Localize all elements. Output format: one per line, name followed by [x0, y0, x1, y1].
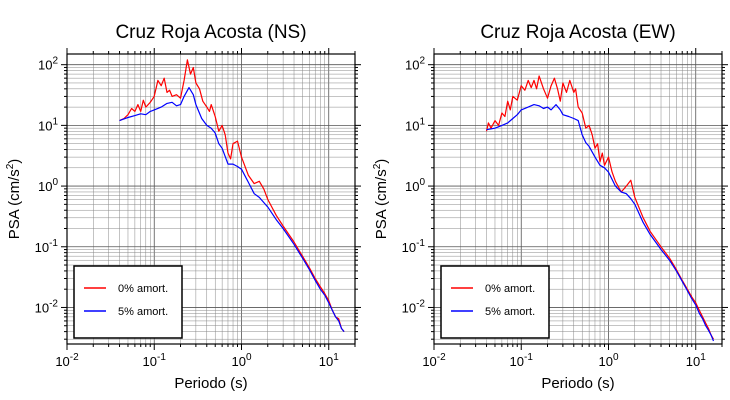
tick-base: 10: [319, 354, 333, 369]
tick-base: 10: [422, 354, 436, 369]
y-axis-label: PSA (cm/s2): [5, 159, 23, 240]
tick-exponent: -2: [416, 298, 425, 309]
y-tick-label: 101: [38, 116, 58, 133]
x-tick-label: 10-1: [510, 352, 534, 369]
chart-title: Cruz Roja Acosta (EW): [480, 22, 675, 43]
y-tick-label: 100: [38, 177, 58, 194]
tick-exponent: 0: [419, 177, 425, 188]
tick-exponent: -2: [437, 352, 446, 363]
tick-base: 10: [38, 179, 52, 194]
series-line-0: [119, 59, 345, 332]
legend: 0% amort. 5% amort.: [73, 265, 183, 339]
chart-title: Cruz Roja Acosta (NS): [115, 22, 306, 43]
y-tick-label: 102: [405, 56, 425, 73]
tick-marks: [428, 48, 728, 350]
tick-exponent: 0: [246, 352, 252, 363]
tick-base: 10: [402, 300, 416, 315]
tick-base: 10: [143, 354, 157, 369]
series-line-1: [119, 87, 345, 332]
x-axis-label: Periodo (s): [541, 375, 614, 392]
x-axis-label: Periodo (s): [174, 375, 247, 392]
y-label-exponent: 2: [372, 163, 383, 169]
y-label-tail: ): [6, 159, 23, 164]
tick-exponent: 1: [333, 352, 339, 363]
y-tick-label: 10-1: [402, 238, 426, 255]
tick-base: 10: [405, 179, 419, 194]
legend-label-0: 0% amort.: [118, 283, 168, 295]
y-axis-label: PSA (cm/s2): [372, 159, 390, 240]
tick-exponent: -2: [70, 352, 79, 363]
x-tick-label: 10-1: [143, 352, 167, 369]
tick-exponent: 1: [700, 352, 706, 363]
tick-base: 10: [686, 354, 700, 369]
tick-base: 10: [510, 354, 524, 369]
series-line-0: [485, 75, 715, 340]
plot-frame: [433, 53, 723, 345]
tick-base: 10: [35, 240, 49, 255]
y-tick-label: 10-2: [35, 298, 59, 315]
tick-base: 10: [55, 354, 69, 369]
x-tick-label: 101: [319, 352, 339, 369]
legend-label-1: 5% amort.: [485, 306, 535, 318]
tick-base: 10: [598, 354, 612, 369]
tick-base: 10: [405, 58, 419, 73]
y-tick-label: 10-1: [35, 238, 59, 255]
y-label-main: PSA (cm/s: [373, 169, 390, 239]
y-tick-label: 102: [38, 56, 58, 73]
tick-base: 10: [35, 300, 49, 315]
tick-marks: [61, 48, 361, 350]
tick-base: 10: [405, 118, 419, 133]
y-label-exponent: 2: [5, 163, 16, 169]
y-tick-label: 100: [405, 177, 425, 194]
tick-exponent: 0: [613, 352, 619, 363]
tick-exponent: -1: [524, 352, 533, 363]
tick-exponent: 1: [419, 116, 425, 127]
legend-box: [73, 265, 183, 339]
x-tick-label: 10-2: [422, 352, 446, 369]
tick-base: 10: [402, 240, 416, 255]
tick-base: 10: [231, 354, 245, 369]
y-label-tail: ): [373, 159, 390, 164]
legend-box: [440, 265, 550, 339]
legend-label-0: 0% amort.: [485, 283, 535, 295]
tick-exponent: 1: [52, 116, 58, 127]
tick-exponent: -2: [49, 298, 58, 309]
tick-exponent: -1: [416, 238, 425, 249]
legend-label-1: 5% amort.: [118, 306, 168, 318]
tick-exponent: 2: [52, 56, 58, 67]
series-line-1: [486, 104, 715, 342]
tick-exponent: 2: [419, 56, 425, 67]
x-tick-label: 100: [231, 352, 251, 369]
tick-base: 10: [38, 118, 52, 133]
tick-exponent: -1: [49, 238, 58, 249]
legend: 0% amort. 5% amort.: [440, 265, 550, 339]
x-tick-label: 10-2: [55, 352, 79, 369]
y-tick-label: 101: [405, 116, 425, 133]
tick-exponent: 0: [52, 177, 58, 188]
y-label-main: PSA (cm/s: [6, 169, 23, 239]
tick-exponent: -1: [157, 352, 166, 363]
y-tick-label: 10-2: [402, 298, 426, 315]
x-tick-label: 100: [598, 352, 618, 369]
tick-base: 10: [38, 58, 52, 73]
plot-frame: [66, 53, 356, 345]
x-tick-label: 101: [686, 352, 706, 369]
